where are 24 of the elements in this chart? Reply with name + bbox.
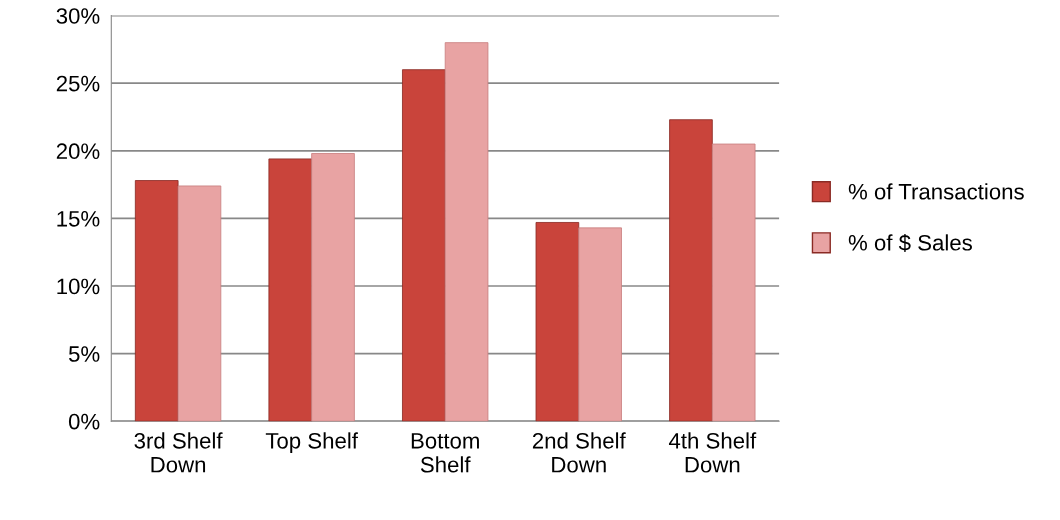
- x-tick-label: Top Shelf: [265, 432, 358, 454]
- x-tick-label: 2nd Shelf Down: [532, 432, 626, 473]
- bar: [177, 185, 222, 422]
- x-tick-label: Bottom Shelf: [411, 433, 479, 473]
- legend-label: % of Transactions: [848, 183, 1024, 200]
- y-tick-label: 0%: [68, 413, 100, 430]
- bar: [444, 42, 489, 422]
- y-tick-label: 10%: [57, 278, 100, 295]
- bar: [311, 153, 355, 422]
- bar: [711, 143, 756, 422]
- y-tick-label: 15%: [57, 211, 100, 227]
- y-tick-label: 5%: [68, 346, 100, 362]
- bar: [669, 119, 713, 422]
- bar: [402, 69, 446, 422]
- x-tick-label: 4th Shelf Down: [668, 432, 757, 473]
- legend-label: % of $ Sales: [848, 233, 972, 252]
- bar: [268, 158, 313, 422]
- bar: [535, 222, 580, 422]
- x-tick-label: 3rd Shelf Down: [134, 432, 223, 473]
- y-tick-label: 20%: [56, 143, 100, 160]
- y-tick-label: 25%: [56, 75, 100, 92]
- bar: [134, 180, 179, 422]
- y-tick-label: 30%: [56, 8, 100, 24]
- bar: [578, 227, 622, 422]
